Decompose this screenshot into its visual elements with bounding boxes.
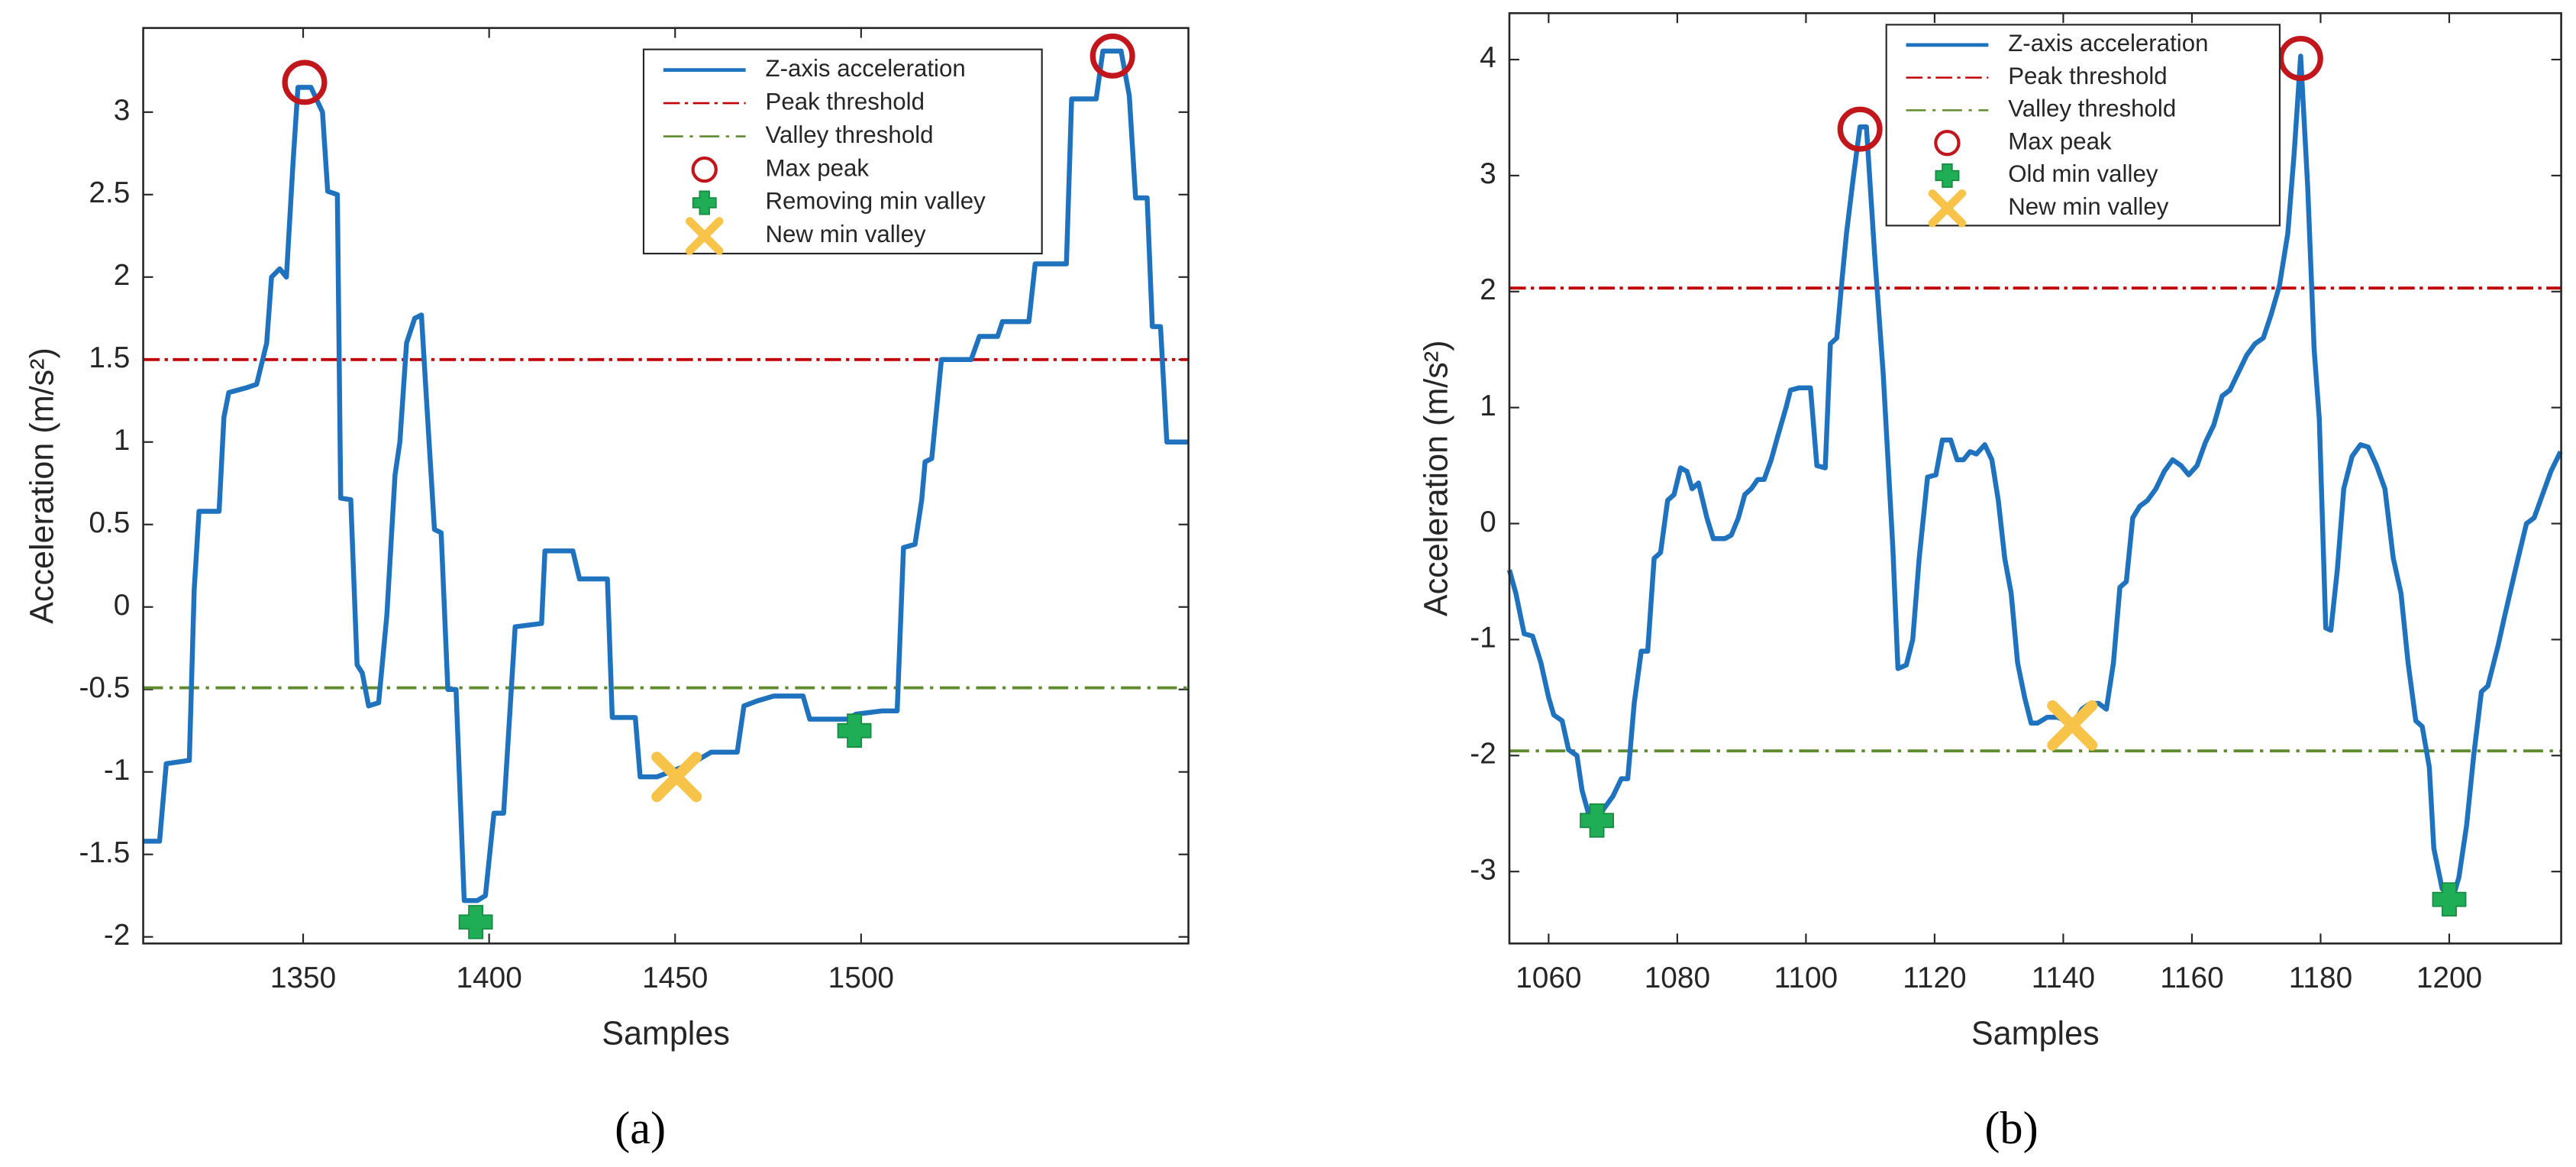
y-tick-label: 2.5 [89,176,130,209]
x-tick-label: 1350 [270,962,336,994]
marker-x [651,752,702,803]
x-tick-label: 1400 [456,962,521,994]
marker-circle [282,60,328,105]
marker-plus [837,713,872,748]
data-line [143,48,1189,904]
y-tick-label: 3 [114,94,131,127]
y-tick-label: -1 [104,754,131,787]
legend-symbol [685,217,724,255]
legend-label: Max peak [765,154,869,181]
x-tick-label: 1060 [1516,962,1581,994]
legend-symbol [1928,189,1967,228]
legend-label: Peak threshold [765,88,924,115]
y-tick-label: 1.5 [89,341,130,374]
legend-label: Valley threshold [765,121,933,148]
caption: (b) [1984,1103,2038,1154]
x-axis-label: Samples [602,1015,730,1052]
y-tick-label: -2 [104,919,131,952]
y-tick-label: -0.5 [79,671,130,704]
legend-label: Z-axis acceleration [765,55,965,82]
legend-symbol [1934,129,1961,157]
y-tick-label: -3 [1470,853,1496,886]
x-tick-label: 1200 [2416,962,2482,994]
plot-frame [142,27,1190,945]
x-axis-label: Samples [1971,1015,2100,1052]
legend-symbol [692,190,717,215]
y-axis-label: Acceleration (m/s²) [1419,340,1455,616]
x-tick-label: 1100 [1774,962,1838,994]
legend-box [642,48,1043,255]
legend-label: Removing min valley [765,188,986,215]
y-tick-label: 0.5 [89,506,130,539]
y-tick-label: 4 [1480,41,1496,74]
y-tick-label: 1 [114,424,131,457]
marker-plus [2432,882,2467,917]
legend-symbol [1935,163,1960,188]
marker-circle [1089,33,1135,79]
legend-label: Old min valley [2008,160,2158,187]
y-tick-label: 1 [1480,390,1496,422]
y-tick-label: 2 [1480,273,1496,306]
legend-label: Z-axis acceleration [2008,30,2208,57]
caption: (a) [615,1103,666,1154]
x-tick-label: 1120 [1903,962,1966,994]
x-tick-label: 1160 [2160,962,2223,994]
marker-plus [458,904,493,939]
legend-label: Valley threshold [2008,95,2176,122]
legend-label: New min valley [2008,193,2169,220]
data-line [1506,53,2563,897]
y-tick-label: -2 [1470,738,1496,771]
y-tick-label: 0 [1480,506,1496,538]
y-tick-label: 2 [114,259,131,292]
y-tick-label: 3 [1480,157,1496,190]
x-tick-label: 1450 [642,962,708,994]
legend-label: New min valley [765,221,926,247]
marker-circle [2277,35,2323,81]
x-tick-label: 1080 [1645,962,1710,994]
y-tick-label: -1.5 [79,836,130,869]
y-tick-label: 0 [114,589,131,622]
legend-box [1885,24,2281,227]
marker-x [2047,700,2098,751]
plot-frame [1508,11,2562,945]
marker-circle [1837,106,1883,152]
x-tick-label: 1500 [828,962,894,994]
y-axis-label: Acceleration (m/s²) [24,348,61,624]
y-tick-label: -1 [1470,622,1496,655]
marker-plus [1580,803,1614,838]
x-tick-label: 1140 [2032,962,2095,994]
legend-symbol [691,156,718,183]
legend-label: Peak threshold [2008,63,2167,89]
x-tick-label: 1180 [2289,962,2352,994]
legend-label: Max peak [2008,128,2112,154]
